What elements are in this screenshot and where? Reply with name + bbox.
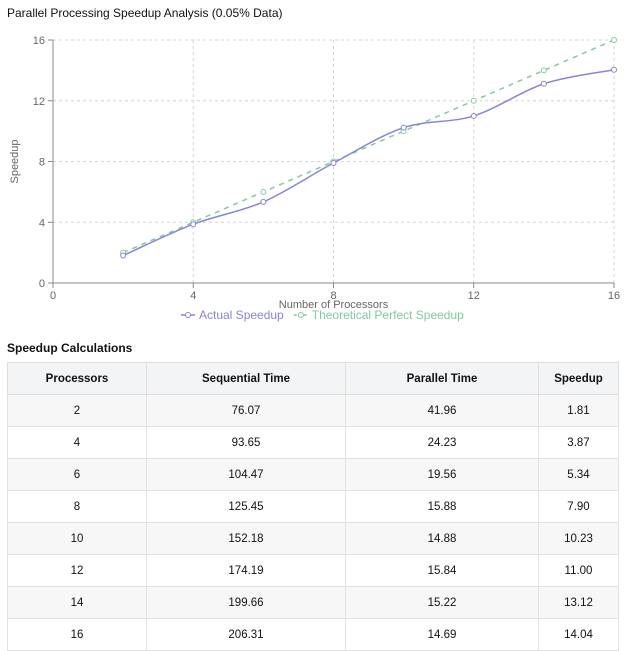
cell-speedup: 11.00 [538,554,619,587]
legend-actual-speedup-marker [185,312,191,318]
cell-sequential-time: 174.19 [146,554,346,587]
actual-speedup-line [122,69,615,257]
x-tick-label: 8 [330,290,336,302]
table-row: 12 174.19 15.84 11.00 [7,554,619,587]
cell-parallel-time: 24.23 [345,426,539,459]
table-row: 14 199.66 15.22 13.12 [7,586,619,619]
actual-speedup-point [540,80,547,87]
cell-processors: 4 [7,426,147,459]
cell-sequential-time: 206.31 [146,618,346,651]
cell-processors: 14 [7,586,147,619]
cell-sequential-time: 93.65 [146,426,346,459]
actual-speedup-point [190,221,197,228]
cell-parallel-time: 15.22 [345,586,539,619]
cell-processors: 8 [7,490,147,523]
table-row: 16 206.31 14.69 14.04 [7,618,619,651]
x-tick-label: 0 [50,290,56,302]
x-tick-label: 12 [468,290,480,302]
table-section-title: Speedup Calculations [7,341,133,355]
legend-actual-speedup-label: Actual Speedup [199,308,284,322]
cell-sequential-time: 152.18 [146,522,346,555]
x-axis-label: Number of Processors [279,299,389,311]
cell-processors: 2 [7,394,147,427]
header-processors: Processors [7,362,147,395]
cell-sequential-time: 76.07 [146,394,346,427]
y-tick-label: 16 [33,35,45,47]
cell-parallel-time: 15.84 [345,554,539,587]
y-tick-label: 0 [39,278,45,290]
header-parallel-time: Parallel Time [345,362,539,395]
table-row: 2 76.07 41.96 1.81 [7,394,619,427]
theoretical-speedup-point [611,37,617,43]
cell-speedup: 7.90 [538,490,619,523]
table-row: 6 104.47 19.56 5.34 [7,458,619,491]
actual-speedup-point [470,112,477,119]
cell-sequential-time: 199.66 [146,586,346,619]
actual-speedup-point [260,198,267,205]
cell-parallel-time: 19.56 [345,458,539,491]
chart-title: Parallel Processing Speedup Analysis (0.… [7,6,283,20]
theoretical-speedup-point [470,97,477,104]
cell-processors: 6 [7,458,147,491]
cell-sequential-time: 104.47 [146,458,346,491]
speedup-table: Processors Sequential Time Parallel Time… [7,362,619,651]
table-header-row: Processors Sequential Time Parallel Time… [7,362,619,395]
y-tick-label: 8 [39,157,45,169]
cell-speedup: 5.34 [538,458,619,491]
theoretical-speedup-point [540,67,547,74]
theoretical-speedup-point [260,188,267,195]
x-tick-label: 4 [190,290,196,302]
header-speedup: Speedup [538,362,619,395]
cell-parallel-time: 15.88 [345,490,539,523]
table-row: 4 93.65 24.23 3.87 [7,426,619,459]
cell-parallel-time: 14.88 [345,522,539,555]
cell-parallel-time: 14.69 [345,618,539,651]
actual-speedup-point [611,66,617,73]
speedup-chart: 0 4 8 12 16 0 4 8 12 16 Number of Processors Speedu… [9,35,620,322]
legend-theoretical-speedup-label: Theoretical Perfect Speedup [312,308,464,322]
cell-speedup: 14.04 [538,618,619,651]
cell-processors: 10 [7,522,147,555]
cell-speedup: 13.12 [538,586,619,619]
actual-speedup-point [120,252,127,259]
cell-processors: 16 [7,618,147,651]
cell-parallel-time: 41.96 [345,394,539,427]
cell-speedup: 10.23 [538,522,619,555]
y-tick-label: 4 [39,217,45,229]
y-axis-label: Speedup [9,139,21,183]
x-tick-label: 16 [608,290,620,302]
table-row: 8 125.45 15.88 7.90 [7,490,619,523]
header-sequential-time: Sequential Time [146,362,346,395]
cell-speedup: 3.87 [538,426,619,459]
cell-speedup: 1.81 [538,394,619,427]
cell-sequential-time: 125.45 [146,490,346,523]
y-tick-label: 12 [33,96,45,108]
actual-speedup-point [400,124,407,131]
actual-speedup-point [330,160,337,167]
table-row: 10 152.18 14.88 10.23 [7,522,619,555]
cell-processors: 12 [7,554,147,587]
theoretical-speedup-line [122,39,615,254]
legend-theoretical-speedup-marker [297,312,304,318]
